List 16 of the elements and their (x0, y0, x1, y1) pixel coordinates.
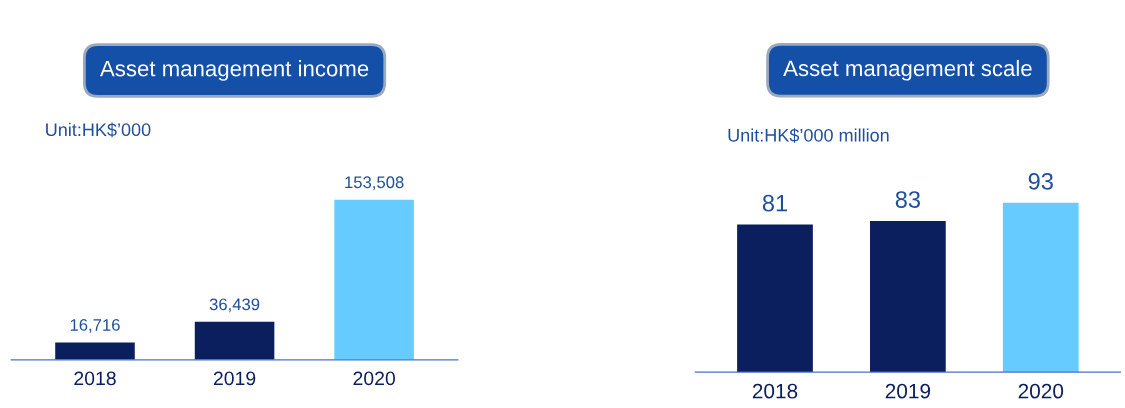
data-label: 16,716 (70, 318, 120, 333)
x-tick-label: 2018 (74, 371, 116, 386)
data-label: 93 (1028, 172, 1053, 190)
data-label: 81 (762, 194, 787, 212)
x-tick-label: 2020 (353, 371, 395, 386)
data-label: 153,508 (345, 176, 404, 191)
data-label: 36,439 (209, 298, 260, 313)
x-tick-label: 2020 (1018, 383, 1064, 399)
chart-subtitle: Unit:HK$’000 million (728, 128, 889, 143)
chart-title: Asset management scale (783, 59, 1032, 81)
data-label: 83 (895, 191, 920, 208)
x-tick-label: 2019 (213, 371, 256, 386)
x-tick-label: 2018 (752, 383, 798, 399)
x-tick-label: 2019 (885, 383, 931, 399)
chart-subtitle: Unit:HK$’000 (46, 122, 151, 138)
chart-title: Asset management income (99, 60, 369, 81)
